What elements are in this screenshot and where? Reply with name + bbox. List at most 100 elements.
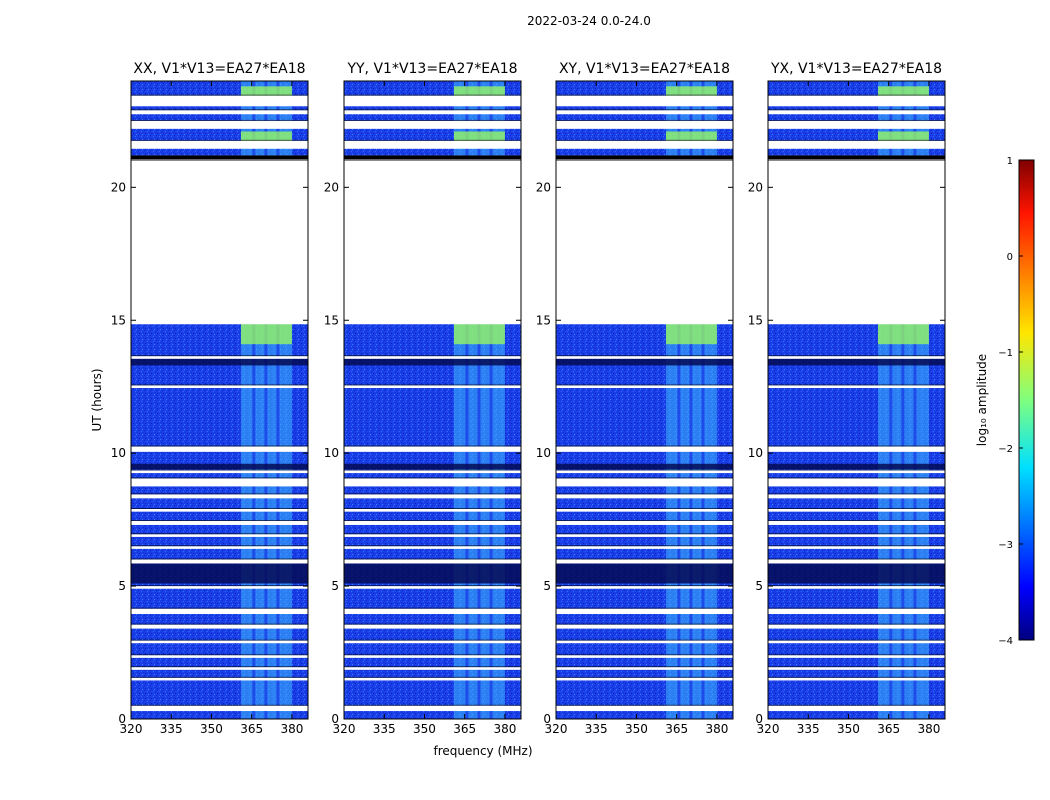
rfi-gap-2	[264, 81, 268, 719]
y-tick-label: 5	[543, 579, 551, 593]
flagged-row-edge	[556, 654, 733, 656]
y-tick-label: 20	[748, 180, 763, 194]
flagged-row-edge	[556, 666, 733, 668]
flagged-row-edge	[344, 445, 521, 447]
flagged-row	[344, 667, 521, 670]
flagged-row	[556, 559, 733, 564]
dark-band-1	[556, 562, 733, 584]
flagged-row-edge	[556, 607, 733, 609]
flagged-row-edge	[556, 159, 733, 161]
rfi-gap-1	[677, 81, 681, 719]
rfi-gap-3	[489, 81, 493, 719]
colorbar-tick-label: 0	[1007, 252, 1013, 263]
flagged-row-edge	[131, 676, 308, 678]
flagged-row	[768, 110, 945, 115]
flagged-row	[556, 470, 733, 474]
rfi-burst-1	[877, 322, 929, 345]
flagged-row	[556, 385, 733, 389]
flagged-row-edge	[344, 159, 521, 161]
rfi-gap-3	[701, 81, 705, 719]
flagged-row-edge	[768, 558, 945, 560]
flagged-row-edge	[768, 109, 945, 111]
flagged-row	[768, 520, 945, 525]
y-tick-label: 5	[755, 579, 763, 593]
flagged-row	[344, 640, 521, 644]
rfi-burst-1	[453, 322, 505, 345]
flagged-row-edge	[131, 109, 308, 111]
flagged-row-edge	[556, 445, 733, 447]
flagged-row-edge	[131, 585, 308, 587]
flagged-row	[131, 534, 308, 537]
flagged-row	[344, 95, 521, 107]
flagged-row	[344, 120, 521, 129]
flagged-row	[556, 446, 733, 452]
rfi-burst-1	[665, 322, 717, 345]
panel-3: XY, V1*V13=EA27*EA18 320 335 350 365 380 0 5 10 1…	[536, 61, 734, 736]
y-tick-label: 20	[324, 180, 339, 194]
flagged-row-edge	[131, 545, 308, 547]
flagged-row	[768, 667, 945, 670]
flagged-row-edge	[131, 507, 308, 509]
colorbar-label: log₁₀ amplitude	[975, 354, 989, 446]
x-tick-label: 380	[280, 722, 303, 736]
flagged-row-edge	[131, 355, 308, 357]
flagged-row-edge	[556, 519, 733, 521]
y-tick-label: 15	[111, 313, 126, 327]
flagged-row	[344, 470, 521, 474]
flagged-row	[131, 470, 308, 474]
flagged-row-edge	[556, 639, 733, 641]
flagged-row-edge	[344, 558, 521, 560]
flagged-row	[131, 546, 308, 549]
flagged-row-edge	[344, 623, 521, 625]
flagged-row	[131, 95, 308, 107]
flagged-row-edge	[768, 159, 945, 161]
dark-band-3	[556, 463, 733, 470]
flagged-row-edge	[556, 507, 733, 509]
panel-image	[131, 81, 308, 719]
flagged-row-edge	[768, 477, 945, 479]
flagged-row-edge	[768, 639, 945, 641]
panel-title: YY, V1*V13=EA27*EA18	[346, 61, 517, 77]
flagged-row-edge	[131, 477, 308, 479]
stripe-line	[344, 155, 521, 160]
y-tick-label: 0	[755, 712, 763, 726]
dark-band-3	[768, 463, 945, 470]
flagged-row	[556, 95, 733, 107]
flagged-row	[768, 120, 945, 129]
flagged-gap	[768, 304, 945, 323]
flagged-row	[556, 520, 733, 525]
stripe-line	[556, 155, 733, 160]
x-tick-label: 335	[373, 722, 396, 736]
y-tick-label: 15	[748, 313, 763, 327]
y-tick-label: 0	[118, 712, 126, 726]
flagged-row-edge	[556, 623, 733, 625]
flagged-row-edge	[768, 654, 945, 656]
x-tick-label: 380	[493, 722, 516, 736]
flagged-row-edge	[131, 704, 308, 706]
flagged-row	[344, 586, 521, 589]
flagged-row	[131, 140, 308, 149]
flagged-row	[768, 655, 945, 658]
flagged-row	[768, 356, 945, 359]
y-tick-label: 10	[324, 446, 339, 460]
x-tick-label: 350	[837, 722, 860, 736]
flagged-row	[768, 470, 945, 474]
dark-band-2	[556, 358, 733, 366]
flagged-row-edge	[768, 623, 945, 625]
x-tick-label: 350	[413, 722, 436, 736]
flagged-row-edge	[344, 469, 521, 471]
flagged-row-edge	[344, 607, 521, 609]
x-tick-label: 365	[877, 722, 900, 736]
flagged-row	[556, 356, 733, 359]
flagged-row	[768, 624, 945, 629]
flagged-row	[344, 520, 521, 525]
flagged-row-edge	[768, 519, 945, 521]
flagged-row	[768, 160, 945, 325]
flagged-row	[768, 385, 945, 389]
flagged-row-edge	[344, 355, 521, 357]
flagged-row-edge	[768, 704, 945, 706]
flagged-row	[131, 385, 308, 389]
flagged-row	[768, 608, 945, 614]
flagged-row-edge	[344, 654, 521, 656]
